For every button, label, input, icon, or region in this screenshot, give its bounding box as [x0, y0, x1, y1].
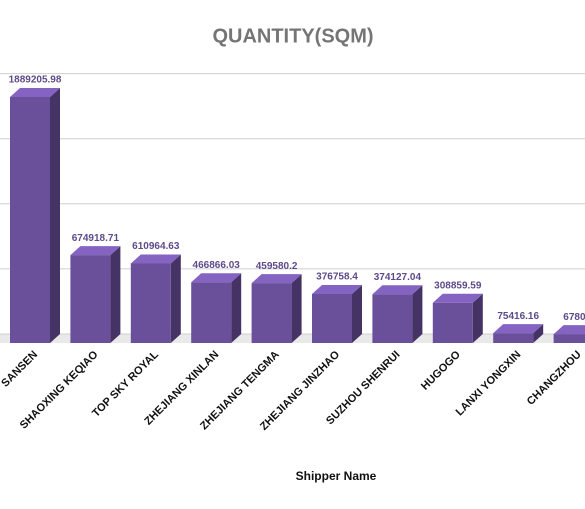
bar: [130, 254, 181, 343]
value-label: 376758.4: [316, 272, 358, 283]
bar: [553, 325, 585, 343]
bar: [372, 285, 423, 343]
bar-face: [372, 285, 423, 295]
bar: [70, 246, 121, 343]
bar-face: [70, 246, 121, 256]
value-label: 75416.16: [497, 311, 539, 322]
bar-face: [493, 333, 534, 343]
bar-face: [170, 254, 181, 343]
bar: [10, 88, 60, 343]
bar-face: [553, 325, 585, 335]
bar-face: [50, 88, 60, 343]
bar-face: [432, 293, 483, 303]
bar-face: [472, 293, 483, 343]
bar-face: [372, 294, 413, 343]
bar-face: [251, 283, 292, 343]
value-label: 308859.59: [434, 280, 482, 291]
x-tick-label: SANSEN: [0, 349, 40, 390]
bar-face: [130, 263, 171, 343]
bar: [432, 293, 483, 343]
value-label: 459580.2: [256, 261, 298, 272]
bar-face: [191, 273, 242, 283]
bar: [251, 274, 302, 343]
bar-face: [312, 284, 362, 294]
bar-face: [191, 282, 232, 343]
value-label: 610964.63: [132, 241, 180, 252]
value-label: 674918.71: [72, 233, 120, 244]
x-tick-label: HUGOGO: [419, 348, 463, 392]
bar-face: [110, 246, 121, 343]
value-label: 466866.03: [193, 260, 241, 271]
value-label: 67802.: [563, 312, 585, 323]
x-axis-label: Shipper Name: [296, 469, 377, 483]
bar: [191, 273, 242, 343]
bar-face: [553, 334, 585, 343]
bar-face: [312, 293, 352, 343]
bar-face: [352, 284, 362, 343]
bar: [312, 284, 362, 343]
value-label: 1889205.98: [9, 75, 62, 86]
chart-title: QUANTITY(SQM): [212, 25, 373, 47]
bar-face: [231, 273, 242, 343]
bar-face: [10, 97, 50, 343]
bar-face: [10, 88, 60, 98]
value-label: 374127.04: [374, 272, 422, 283]
x-tick-label: CHANGZHOU: [525, 349, 584, 408]
bar-face: [291, 274, 302, 343]
bar-face: [493, 324, 544, 334]
bar: [493, 324, 544, 343]
bar-face: [533, 324, 544, 343]
bar-face: [130, 254, 181, 264]
bar-face: [432, 302, 473, 343]
bar-face: [70, 255, 111, 343]
x-tick-label: LANXI YONGXIN: [454, 349, 524, 419]
bar-face: [412, 285, 423, 343]
x-tick-label: TOP SKY ROYAL: [90, 349, 161, 420]
bar-face: [251, 274, 302, 284]
